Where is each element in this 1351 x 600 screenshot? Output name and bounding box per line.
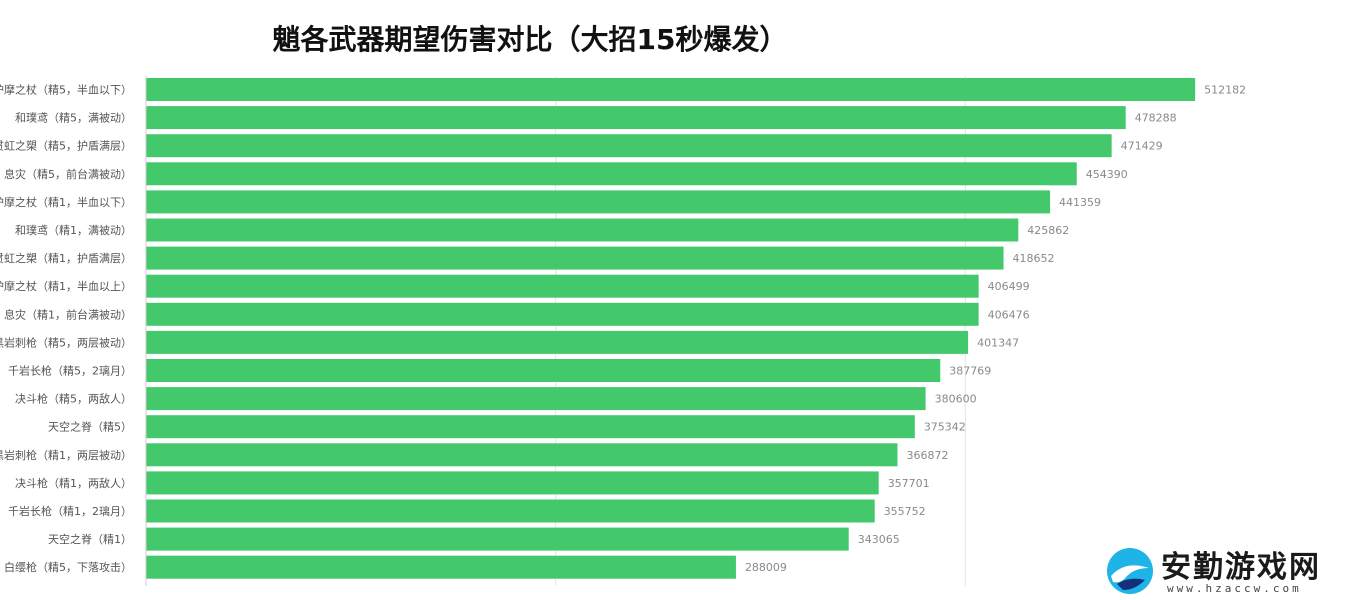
watermark-url: www.hzaccw.com <box>1167 582 1302 595</box>
data-label: 418652 <box>1013 252 1055 265</box>
category-label: 黑岩刺枪（精5，两层被动） <box>0 335 132 349</box>
data-label: 401347 <box>977 336 1019 349</box>
watermark: 安勤游戏网 www.hzaccw.com <box>1105 540 1345 598</box>
data-label: 406499 <box>988 280 1030 293</box>
data-label: 357701 <box>888 477 930 490</box>
bar <box>146 555 736 579</box>
bar <box>146 415 915 439</box>
category-label: 贯虹之槊（精1，护盾满层） <box>0 251 132 265</box>
bar <box>146 246 1004 270</box>
category-label: 护摩之杖（精5，半血以下） <box>0 83 132 97</box>
bar <box>146 162 1077 186</box>
bar <box>146 499 875 523</box>
category-label: 贯虹之槊（精5，护盾满层） <box>0 139 132 153</box>
bar <box>146 190 1051 214</box>
data-label: 478288 <box>1135 112 1177 125</box>
category-label: 黑岩刺枪（精1，两层被动） <box>0 448 132 462</box>
data-label: 355752 <box>884 505 926 518</box>
data-label: 366872 <box>906 449 948 462</box>
bar <box>146 134 1112 158</box>
data-label: 406476 <box>988 308 1030 321</box>
bar <box>146 274 979 298</box>
bar <box>146 330 969 354</box>
watermark-text: 安勤游戏网 <box>1161 550 1321 585</box>
chart-title: 魈各武器期望伤害对比（大招15秒爆发） <box>272 23 788 56</box>
data-label: 343065 <box>858 533 900 546</box>
category-label: 天空之脊（精5） <box>48 420 132 434</box>
category-label: 决斗枪（精1，两敌人） <box>15 476 132 490</box>
bar <box>146 106 1126 130</box>
data-label: 425862 <box>1027 224 1069 237</box>
bar <box>146 443 898 467</box>
data-label: 387769 <box>949 365 991 378</box>
category-label: 护摩之杖（精1，半血以上） <box>0 279 132 293</box>
category-label: 息灾（精1，前台满被动） <box>4 307 132 321</box>
data-label: 441359 <box>1059 196 1101 209</box>
data-label: 471429 <box>1121 140 1163 153</box>
category-label: 和璞鸢（精5，满被动） <box>15 111 132 125</box>
bar <box>146 387 926 411</box>
bar <box>146 218 1019 242</box>
data-label: 380600 <box>935 393 977 406</box>
category-label: 决斗枪（精5，两敌人） <box>15 392 132 406</box>
bar <box>146 78 1196 101</box>
category-label: 千岩长枪（精1，2璃月） <box>8 504 132 518</box>
category-label: 白缨枪（精5，下落攻击） <box>4 560 132 574</box>
bar <box>146 527 849 551</box>
bar <box>146 471 879 495</box>
bar <box>146 302 979 326</box>
data-label: 454390 <box>1086 168 1128 181</box>
category-label: 护摩之杖（精1，半血以下） <box>0 195 132 209</box>
bar <box>146 359 941 382</box>
data-label: 375342 <box>924 421 966 434</box>
category-label: 息灾（精5，前台满被动） <box>4 167 132 181</box>
data-label: 512182 <box>1204 84 1246 97</box>
category-label: 千岩长枪（精5，2璃月） <box>8 364 132 378</box>
category-label: 和璞鸢（精1，满被动） <box>15 223 132 237</box>
watermark-logo-icon <box>1107 548 1153 594</box>
data-label: 288009 <box>745 561 787 574</box>
category-label: 天空之脊（精1） <box>48 532 132 546</box>
